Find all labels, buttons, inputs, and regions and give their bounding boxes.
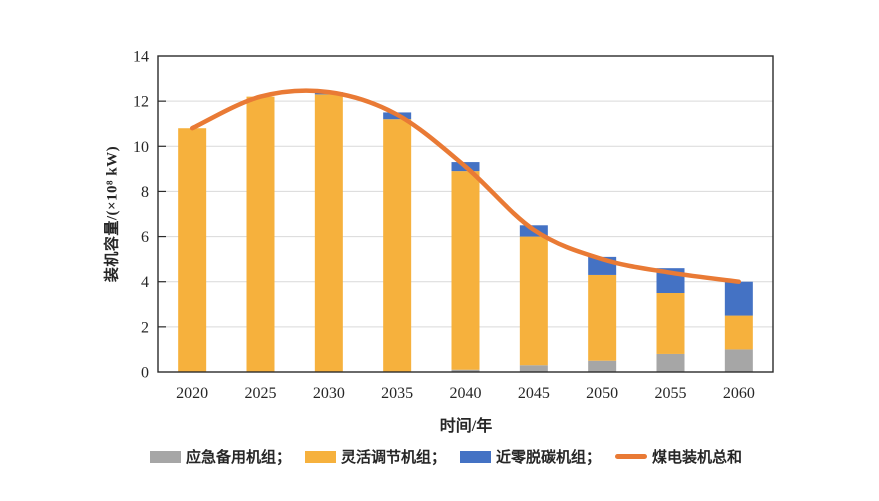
y-tick-label: 14 [133,49,149,66]
total-line [189,88,742,284]
plot-border [157,55,774,373]
bar-segment [656,353,685,372]
x-tick-label: 2030 [313,385,345,402]
bar-segment [519,365,548,372]
bar-segment [314,94,343,372]
y-tick-label: 8 [141,184,149,201]
x-axis-title: 时间/年 [439,418,493,435]
x-tick-label: 2050 [586,385,618,402]
bar-segment [519,236,548,366]
bar-segment [588,360,617,372]
legend-label: 灵活调节机组； [341,450,447,466]
x-tick-label: 2035 [381,385,413,402]
legend-label: 近零脱碳机组； [496,450,602,466]
chart-legend: 应急备用机组； 灵活调节机组； 近零脱碳机组； 煤电装机总和 [150,446,742,467]
bar-segment [246,96,275,372]
legend-label: 应急备用机组； [186,450,292,466]
x-tick-label: 2060 [723,385,755,402]
legend-item-coal-total: 煤电装机总和 [615,446,742,467]
legend-item-near-zero-decarbon: 近零脱碳机组； [460,446,601,467]
bar-segment [724,349,753,372]
bar-segment [383,119,412,372]
x-tick-label: 2055 [655,385,687,402]
y-tick-label: 2 [141,319,149,336]
y-tick-label: 4 [141,274,149,291]
bar-segment [451,369,480,372]
y-tick-label: 10 [133,139,149,156]
legend-label: 煤电装机总和 [652,450,743,466]
y-tick-label: 0 [141,365,149,382]
y-tick-label: 12 [133,94,149,111]
legend-item-flexible-regulation: 灵活调节机组； [305,446,446,467]
gray-bar-swatch-icon [150,450,181,463]
bar-segment [178,128,207,372]
bar-segment [451,171,480,370]
bar-segment [588,274,617,361]
x-tick-label: 2025 [245,385,277,402]
x-tick-label: 2020 [176,385,208,402]
x-tick-label: 2040 [450,385,482,402]
x-tick-label: 2045 [518,385,550,402]
total-line-swatch-icon [615,454,648,459]
bar-segment [724,315,753,350]
bar-segment [724,281,753,316]
y-tick-label: 6 [141,229,149,246]
gold-bar-swatch-icon [305,450,337,463]
blue-bar-swatch-icon [460,450,492,463]
legend-item-emergency-backup: 应急备用机组； [150,446,291,467]
bar-segment [656,293,685,354]
y-axis-title: 装机容量/(×10⁸ kW) [104,145,121,283]
